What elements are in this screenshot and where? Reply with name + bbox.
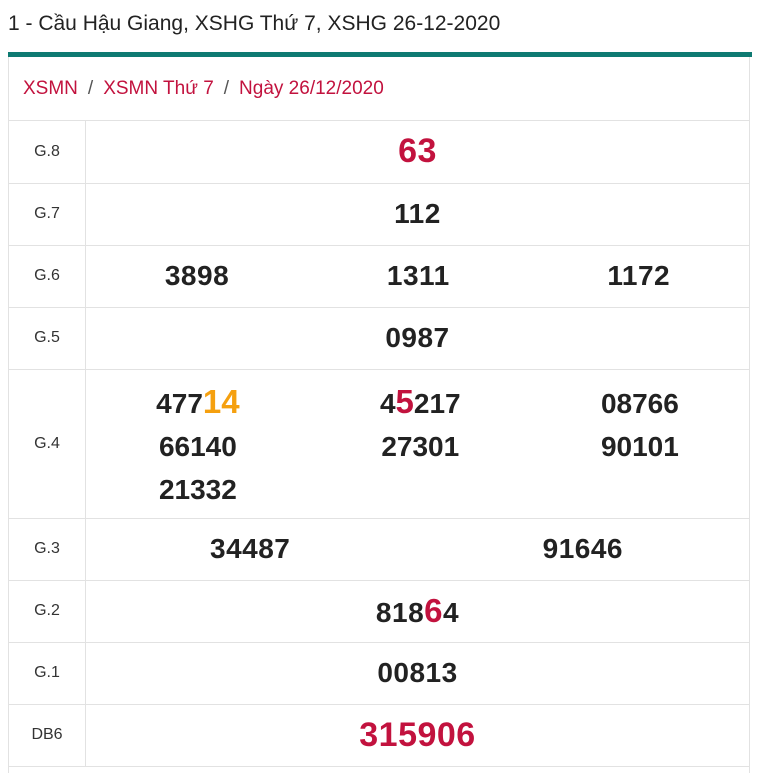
prize-label: G.7 [9,183,86,246]
prize-number: 45217 [379,382,461,420]
breadcrumb-date[interactable]: Ngày 26/12/2020 [239,77,384,99]
accent-bar [8,52,752,57]
prize-number: 1311 [386,260,450,291]
breadcrumb: XSMN / XSMN Thứ 7 / Ngày 26/12/2020 [9,57,749,121]
prize-number: 34487 [210,533,291,564]
prize-row-g7: G.7 112 [9,183,749,246]
prize-number: 90101 [600,430,679,462]
prize-number: 27301 [381,430,460,462]
breadcrumb-separator: / [223,77,230,99]
prize-number: 0987 [385,322,450,353]
prize-number: 91646 [542,533,623,564]
prize-number: 47714 [156,382,240,420]
prize-row-g4: G.4 47714 66140 21332 45217 27301 08766 … [9,369,749,519]
prize-number: 81864 [375,592,460,629]
breadcrumb-xsmn[interactable]: XSMN [23,77,78,99]
prize-row-g2: G.2 81864 [9,580,749,643]
special-prize-number: 315906 [359,715,476,754]
prize-label: G.6 [9,245,86,308]
prize-label: DB6 [9,704,86,767]
prize-label: G.5 [9,307,86,370]
prize-number: 08766 [600,387,679,419]
prize-label: G.2 [9,580,86,643]
prize-number: 112 [394,198,441,229]
prize-label: G.4 [9,369,86,519]
prize-number: 63 [398,132,437,171]
prize-number: 00813 [377,657,458,688]
prize-label: G.3 [9,518,86,581]
prize-row-db: DB6 315906 [9,704,749,767]
breadcrumb-separator: / [87,77,94,99]
prize-row-g5: G.5 0987 [9,307,749,370]
prize-row-g1: G.1 00813 [9,642,749,705]
results-panel: XSMN / XSMN Thứ 7 / Ngày 26/12/2020 G.8 … [8,57,750,773]
prize-number: 21332 [158,473,237,505]
prize-number: 66140 [158,430,237,462]
prize-row-g8: G.8 63 [9,121,749,184]
prize-label: G.8 [9,121,86,184]
prize-number: 3898 [164,260,230,291]
prize-row-g3: G.3 34487 91646 [9,518,749,581]
page-title: 1 - Cầu Hậu Giang, XSHG Thứ 7, XSHG 26-1… [8,12,501,35]
results-table: G.8 63 G.7 112 G.6 3898 1311 1172 G.5 09… [9,121,749,767]
prize-label: G.1 [9,642,86,705]
prize-number: 1172 [607,260,671,291]
prize-row-g6: G.6 3898 1311 1172 [9,245,749,308]
breadcrumb-xsmn-thu-7[interactable]: XSMN Thứ 7 [103,77,214,99]
